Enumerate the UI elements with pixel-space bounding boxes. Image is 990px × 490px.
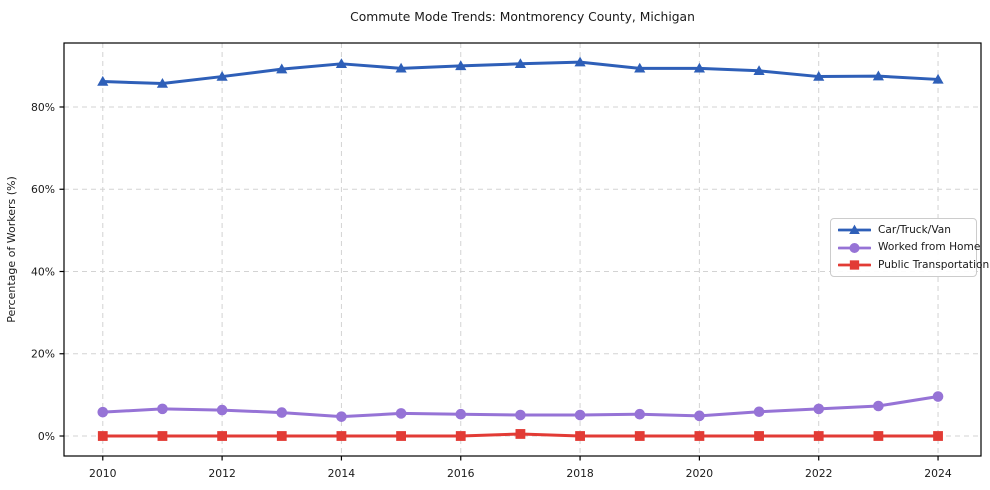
triangle-marker xyxy=(932,73,944,84)
triangle-marker xyxy=(216,70,228,81)
circle-marker xyxy=(574,409,586,421)
x-tick-label: 2018 xyxy=(566,467,594,480)
circle-marker xyxy=(276,407,288,418)
square-marker xyxy=(396,431,406,441)
circle-marker xyxy=(849,242,860,253)
circle-marker xyxy=(97,406,109,418)
series-worked-from-home xyxy=(97,391,944,422)
x-tick-label: 2022 xyxy=(805,467,832,480)
plot-area: 2010 2012 2014 2016 2018 2020 2022 2024 0% 20% 40%… xyxy=(31,42,982,480)
chart-title: Commute Mode Trends: Montmorency County,… xyxy=(350,10,695,24)
circle-marker xyxy=(813,403,825,415)
circle-marker xyxy=(694,410,705,422)
triangle-marker xyxy=(849,224,860,234)
triangle-marker xyxy=(514,58,527,69)
square-marker xyxy=(217,431,228,441)
square-marker xyxy=(933,431,943,441)
legend-item-public-transportation: Public Transportation xyxy=(838,259,989,271)
plot-frame xyxy=(63,42,982,457)
triangle-marker xyxy=(813,70,825,81)
x-tick-label: 2024 xyxy=(924,467,952,480)
square-marker xyxy=(515,429,526,439)
y-tick-label: 0% xyxy=(38,430,55,443)
square-marker xyxy=(97,431,108,441)
gridlines xyxy=(64,43,981,456)
circle-marker xyxy=(753,406,765,418)
x-tick-label: 2016 xyxy=(447,467,475,480)
square-marker xyxy=(276,431,287,441)
series-car-truck-van xyxy=(97,56,944,88)
triangle-marker xyxy=(97,75,109,86)
triangle-marker xyxy=(335,58,348,69)
x-tick-label: 2014 xyxy=(328,467,356,480)
public-transportation-line-marker-icon xyxy=(838,260,871,270)
y-tick-label: 80% xyxy=(31,101,55,114)
y-tick-label: 20% xyxy=(31,348,55,361)
x-tick-label: 2012 xyxy=(208,467,235,480)
legend-label-car-truck-van: Car/Truck/Van xyxy=(878,223,951,236)
legend-label-worked-from-home: Worked from Home xyxy=(878,241,981,254)
circle-marker xyxy=(395,408,407,419)
circle-marker xyxy=(336,411,347,422)
square-marker xyxy=(157,431,168,441)
triangle-marker xyxy=(872,70,884,81)
square-marker xyxy=(455,431,466,441)
triangle-marker xyxy=(455,60,467,71)
worked-from-home-line-marker-icon xyxy=(838,242,871,253)
y-tick-label: 40% xyxy=(31,265,55,278)
legend-item-car-truck-van: Car/Truck/Van xyxy=(838,224,968,236)
square-marker xyxy=(634,431,645,441)
triangle-marker xyxy=(395,62,407,73)
square-marker xyxy=(754,431,764,441)
y-tick-label: 60% xyxy=(31,183,55,196)
car-truck-van-line-marker-icon xyxy=(838,224,871,234)
square-marker xyxy=(873,431,884,441)
legend: Car/Truck/Van Worked from Home Public Tr… xyxy=(830,218,989,277)
square-marker xyxy=(694,431,705,441)
square-marker xyxy=(575,431,585,441)
square-marker xyxy=(813,431,824,441)
triangle-marker xyxy=(634,62,646,73)
circle-marker xyxy=(216,404,228,416)
triangle-marker xyxy=(753,65,765,76)
x-tick-label: 2020 xyxy=(686,467,714,480)
axis-ticks xyxy=(59,106,939,461)
circle-marker xyxy=(634,408,646,420)
tick-labels: 2010 2012 2014 2016 2018 2020 2022 2024 0% 20% 40%… xyxy=(31,101,952,480)
series-public-transportation xyxy=(97,429,943,441)
circle-marker xyxy=(157,403,168,415)
circle-marker xyxy=(932,391,944,402)
triangle-marker xyxy=(574,56,586,67)
circle-marker xyxy=(455,408,467,420)
circle-marker xyxy=(873,400,884,412)
circle-marker xyxy=(515,409,526,421)
y-axis-label: Percentage of Workers (%) xyxy=(5,176,18,323)
x-tick-label: 2010 xyxy=(89,467,117,480)
triangle-marker xyxy=(156,77,169,88)
square-marker xyxy=(336,431,347,441)
square-marker xyxy=(849,260,860,270)
triangle-marker xyxy=(693,62,705,73)
triangle-marker xyxy=(276,63,288,74)
legend-item-worked-from-home: Worked from Home xyxy=(838,242,980,254)
legend-label-public-transportation: Public Transportation xyxy=(878,258,990,271)
